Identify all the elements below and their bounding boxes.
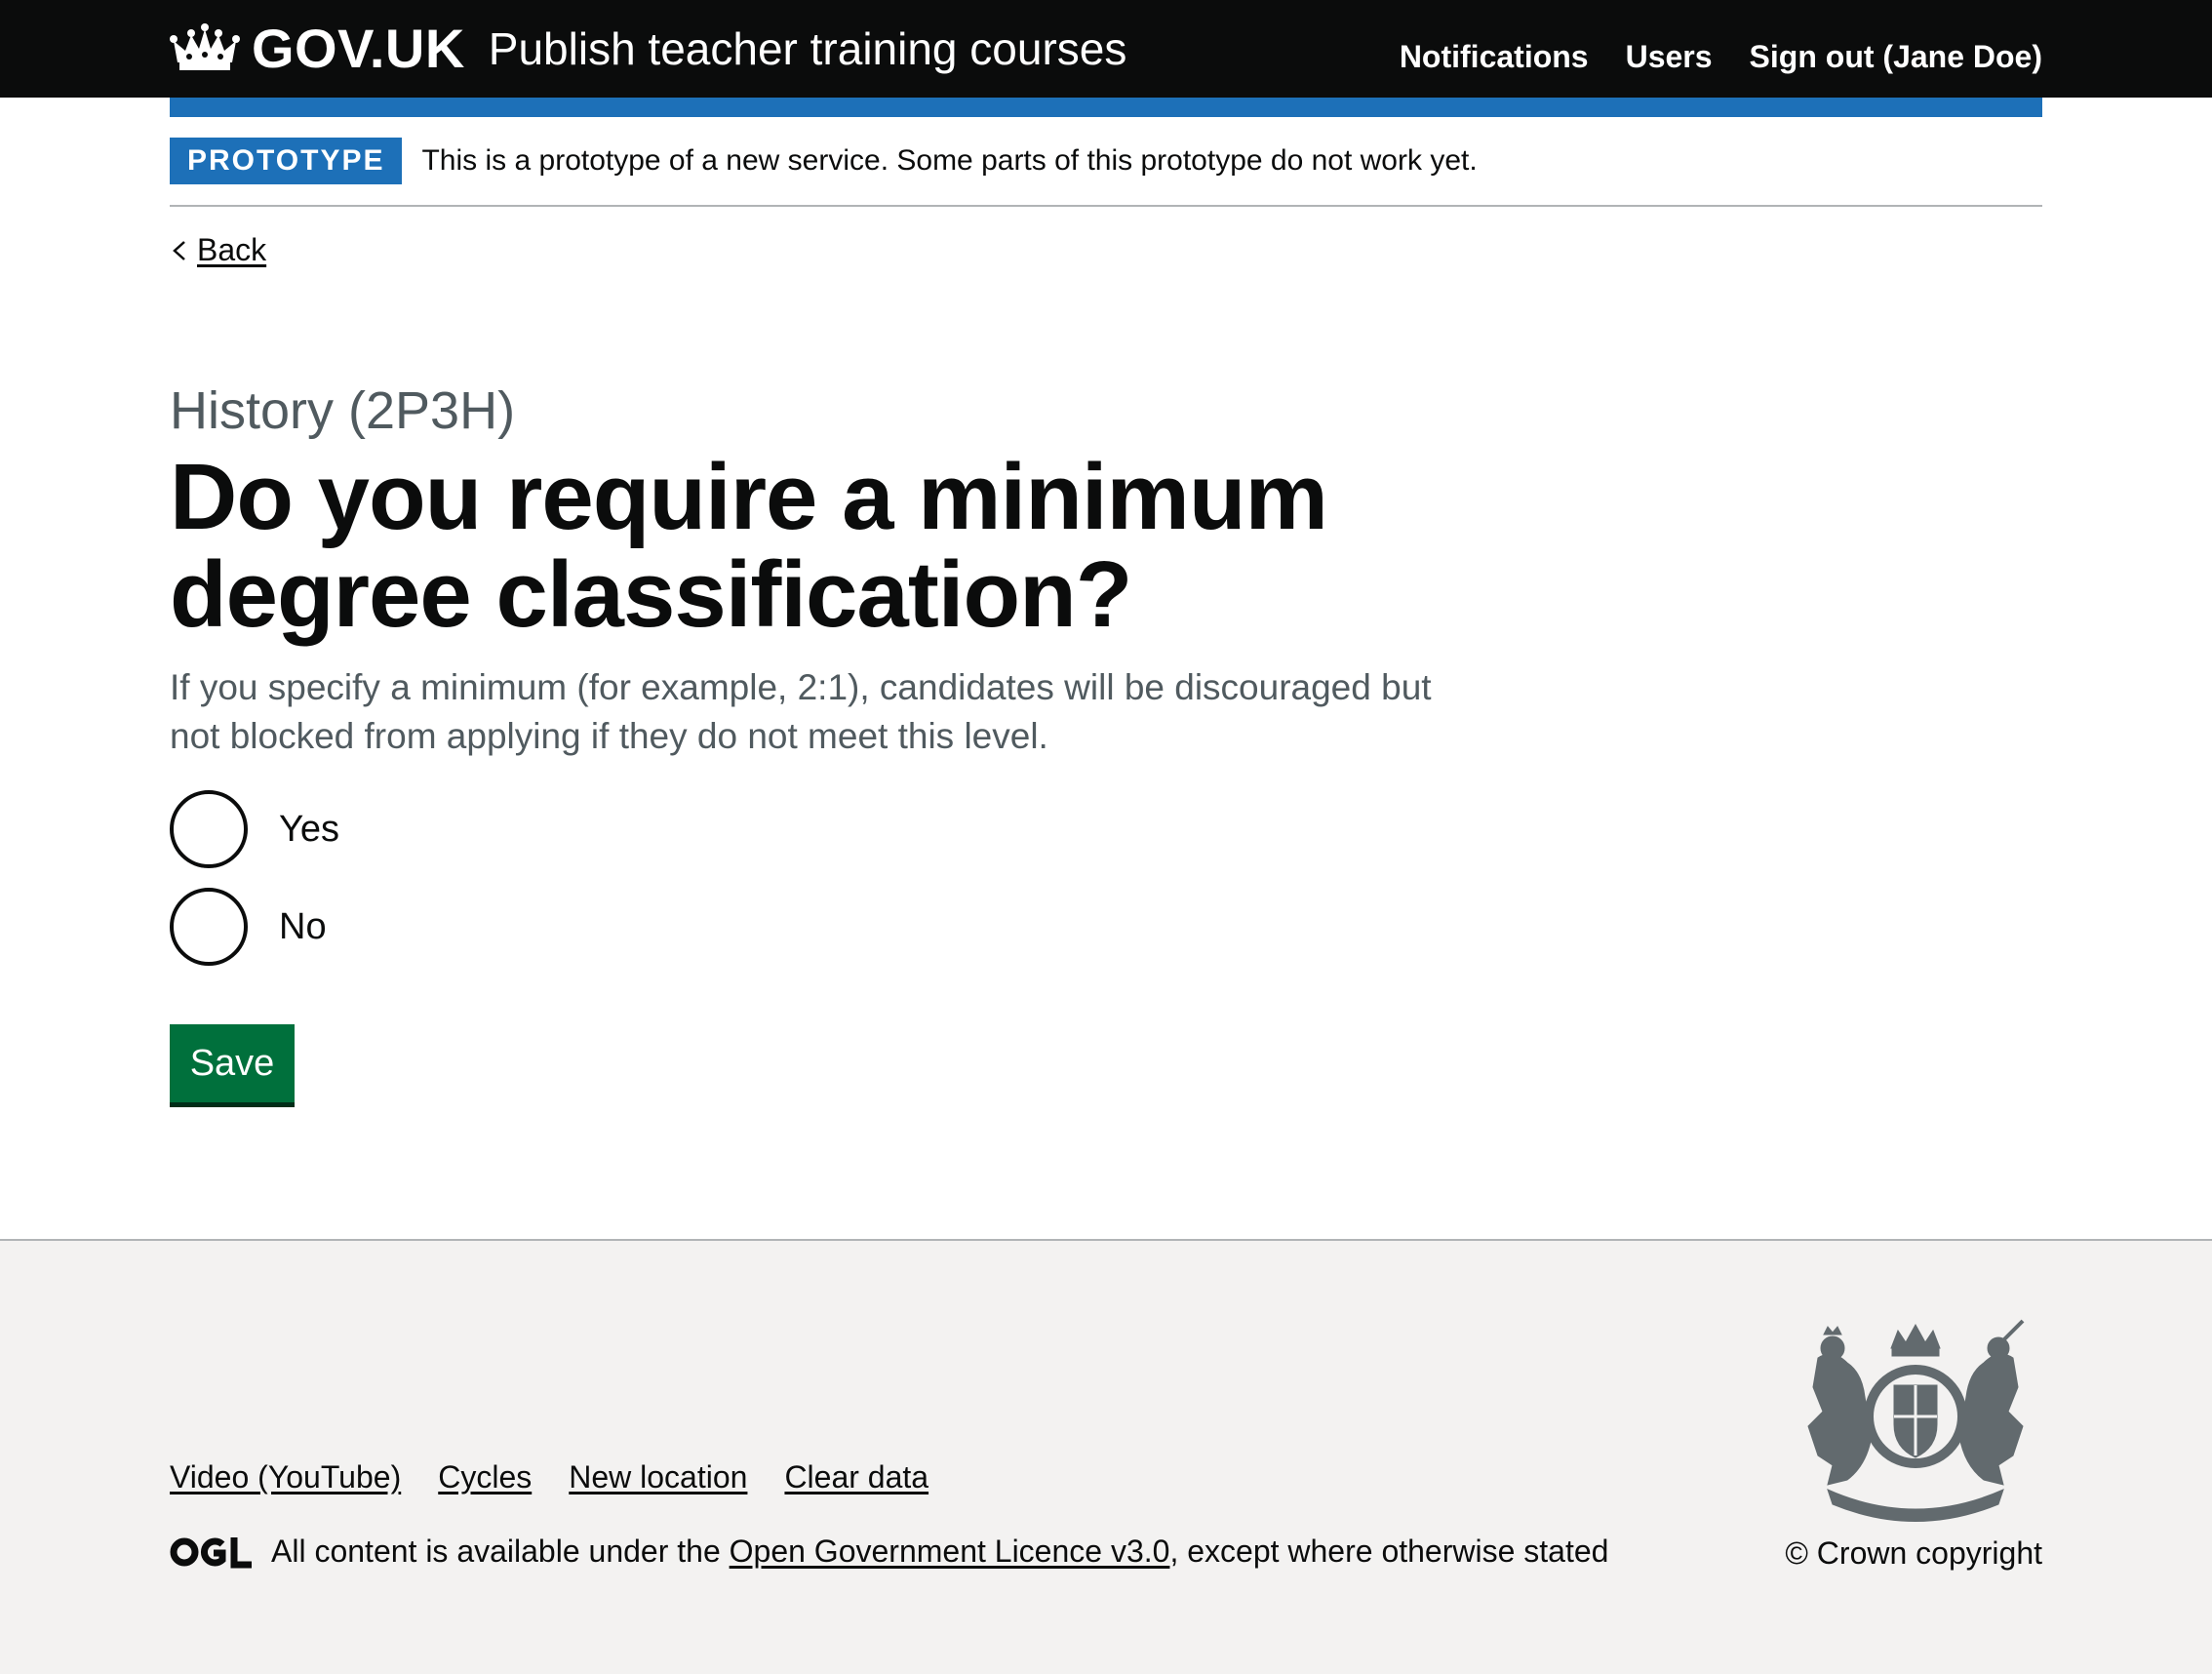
royal-coat-of-arms-icon: [1807, 1319, 2025, 1522]
radio-button-yes[interactable]: [170, 790, 248, 868]
crown-icon: [170, 23, 240, 70]
back-link[interactable]: Back: [170, 232, 266, 268]
ogl-icon: [170, 1536, 252, 1568]
nav-users-link[interactable]: Users: [1625, 39, 1713, 74]
save-button[interactable]: Save: [170, 1024, 295, 1102]
radio-label-yes[interactable]: Yes: [279, 808, 339, 850]
phase-banner-text: This is a prototype of a new service. So…: [421, 144, 1478, 177]
service-name[interactable]: Publish teacher training courses: [488, 23, 1127, 74]
govuk-logo-text: GOV.UK: [252, 18, 465, 79]
nav-sign-out-link[interactable]: Sign out (Jane Doe): [1749, 39, 2042, 74]
chevron-left-icon: [173, 240, 185, 260]
licence-text: All content is available under the Open …: [271, 1534, 1608, 1570]
crown-copyright[interactable]: © Crown copyright: [1785, 1535, 2042, 1571]
header-logo-link[interactable]: GOV.UK Publish teacher training courses: [170, 18, 1126, 80]
phase-banner: PROTOTYPE This is a prototype of a new s…: [170, 117, 2042, 207]
licence-prefix: All content is available under the: [271, 1534, 721, 1569]
site-header: GOV.UK Publish teacher training courses …: [0, 0, 2212, 98]
phase-tag: PROTOTYPE: [170, 138, 403, 184]
radio-label-no[interactable]: No: [279, 905, 327, 947]
licence-suffix: , except where otherwise stated: [1169, 1534, 1609, 1569]
licence-link[interactable]: Open Government Licence v3.0: [729, 1534, 1170, 1569]
question-hint: If you specify a minimum (for example, 2…: [170, 667, 1432, 756]
page-title: Do you require a minimum degree classifi…: [170, 445, 1328, 647]
site-footer: Video (YouTube) Cycles New location Clea…: [0, 1239, 2212, 1674]
radio-option-yes[interactable]: Yes: [170, 790, 339, 868]
radio-button-no[interactable]: [170, 888, 248, 966]
licence-statement: All content is available under the Open …: [170, 1534, 1608, 1570]
page-caption: History (2P3H): [170, 381, 516, 440]
back-link-text[interactable]: Back: [197, 232, 267, 267]
radio-option-no[interactable]: No: [170, 888, 327, 966]
footer-link-cycles[interactable]: Cycles: [438, 1459, 533, 1495]
footer-link-new-location[interactable]: New location: [569, 1459, 748, 1495]
header-navigation: Notifications Users Sign out (Jane Doe): [1400, 33, 2042, 80]
footer-links: Video (YouTube) Cycles New location Clea…: [170, 1459, 928, 1495]
footer-link-clear-data[interactable]: Clear data: [784, 1459, 929, 1495]
nav-notifications-link[interactable]: Notifications: [1399, 39, 1589, 74]
header-blue-bar: [170, 98, 2042, 117]
footer-link-video[interactable]: Video (YouTube): [170, 1459, 402, 1495]
